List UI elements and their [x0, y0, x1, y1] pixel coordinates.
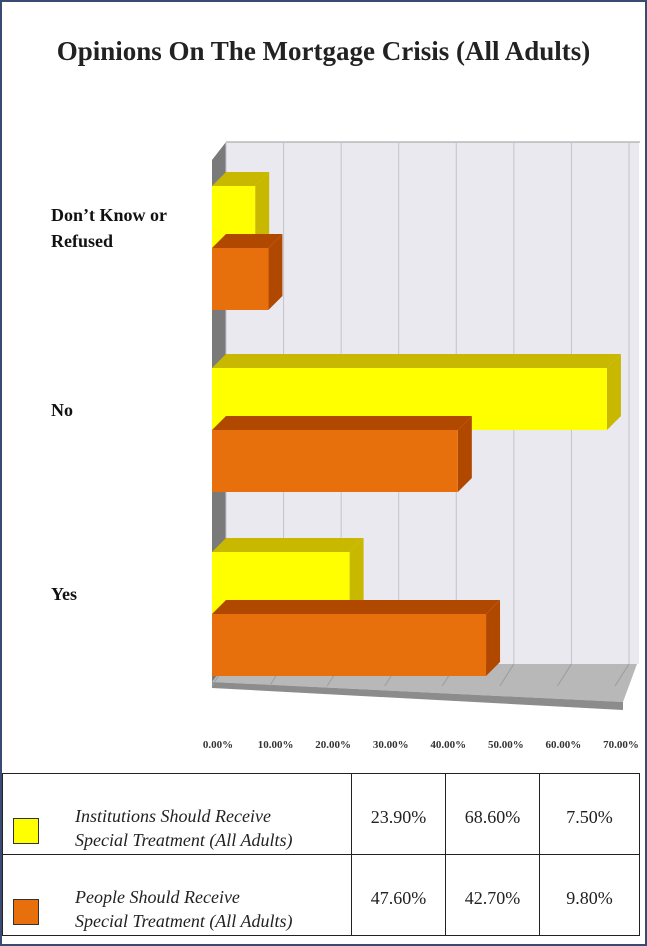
legend-value: 7.50% — [539, 773, 640, 855]
bar — [212, 430, 458, 492]
legend-value: 9.80% — [539, 854, 640, 936]
bar-side-face — [606, 354, 621, 430]
x-tick-label: 50.00% — [488, 739, 524, 751]
legend-value: 42.70% — [445, 854, 540, 936]
bar-top-face — [212, 234, 283, 248]
bar-side-face — [457, 416, 472, 492]
bar-side-face — [255, 172, 270, 248]
legend-label-line: People Should Receive — [75, 887, 240, 907]
x-tick-label: 30.00% — [373, 739, 409, 751]
legend-table: Institutions Should Receive Special Trea… — [2, 773, 640, 936]
legend-row: Institutions Should Receive Special Trea… — [2, 773, 640, 855]
bar — [212, 248, 269, 310]
legend-label-line: Institutions Should Receive — [75, 806, 271, 826]
bar-top-face — [212, 354, 621, 368]
bar-top-face — [212, 600, 501, 614]
legend-label-line: Special Treatment (All Adults) — [75, 911, 293, 931]
x-tick-label: 70.00% — [603, 739, 639, 751]
x-tick-label: 10.00% — [258, 739, 294, 751]
category-label: Refused — [51, 231, 113, 251]
bar-side-face — [486, 600, 501, 676]
bar-top-face — [212, 416, 472, 430]
bar — [212, 614, 487, 676]
category-label: Yes — [51, 584, 77, 604]
legend-value: 23.90% — [351, 773, 446, 855]
bar-top-face — [212, 538, 364, 552]
floor-gridline — [614, 663, 630, 687]
bar-top-face — [212, 172, 270, 186]
bar-chart: 0.00% 10.00% 20.00% 30.00% 40.00% 50.00% 60.00… — [51, 141, 640, 751]
bar-side-face — [349, 538, 364, 614]
legend-series-cell: People Should Receive Special Treatment … — [2, 854, 352, 936]
legend-label-line: Special Treatment (All Adults) — [75, 830, 293, 850]
legend-value: 47.60% — [351, 854, 446, 936]
floor-gridline — [499, 663, 515, 687]
legend-series-label: People Should Receive Special Treatment … — [75, 885, 345, 933]
floor-gridline — [557, 663, 572, 687]
legend-value: 68.60% — [445, 773, 540, 855]
plot-floor-edge — [212, 682, 623, 710]
legend-series-label: Institutions Should Receive Special Trea… — [75, 804, 345, 852]
category-label: Don’t Know or — [51, 205, 167, 225]
legend-swatch-institutions — [13, 818, 39, 844]
legend-swatch-people — [13, 899, 39, 925]
chart-title: Opinions On The Mortgage Crisis (All Adu… — [56, 36, 591, 66]
category-label: No — [51, 400, 73, 420]
x-tick-label: 20.00% — [315, 739, 351, 751]
legend-row: People Should Receive Special Treatment … — [2, 854, 640, 936]
bar-side-face — [268, 234, 283, 310]
legend-series-cell: Institutions Should Receive Special Trea… — [2, 773, 352, 855]
x-tick-label: 0.00% — [203, 739, 233, 751]
x-tick-label: 40.00% — [430, 739, 466, 751]
x-tick-label: 60.00% — [546, 739, 582, 751]
